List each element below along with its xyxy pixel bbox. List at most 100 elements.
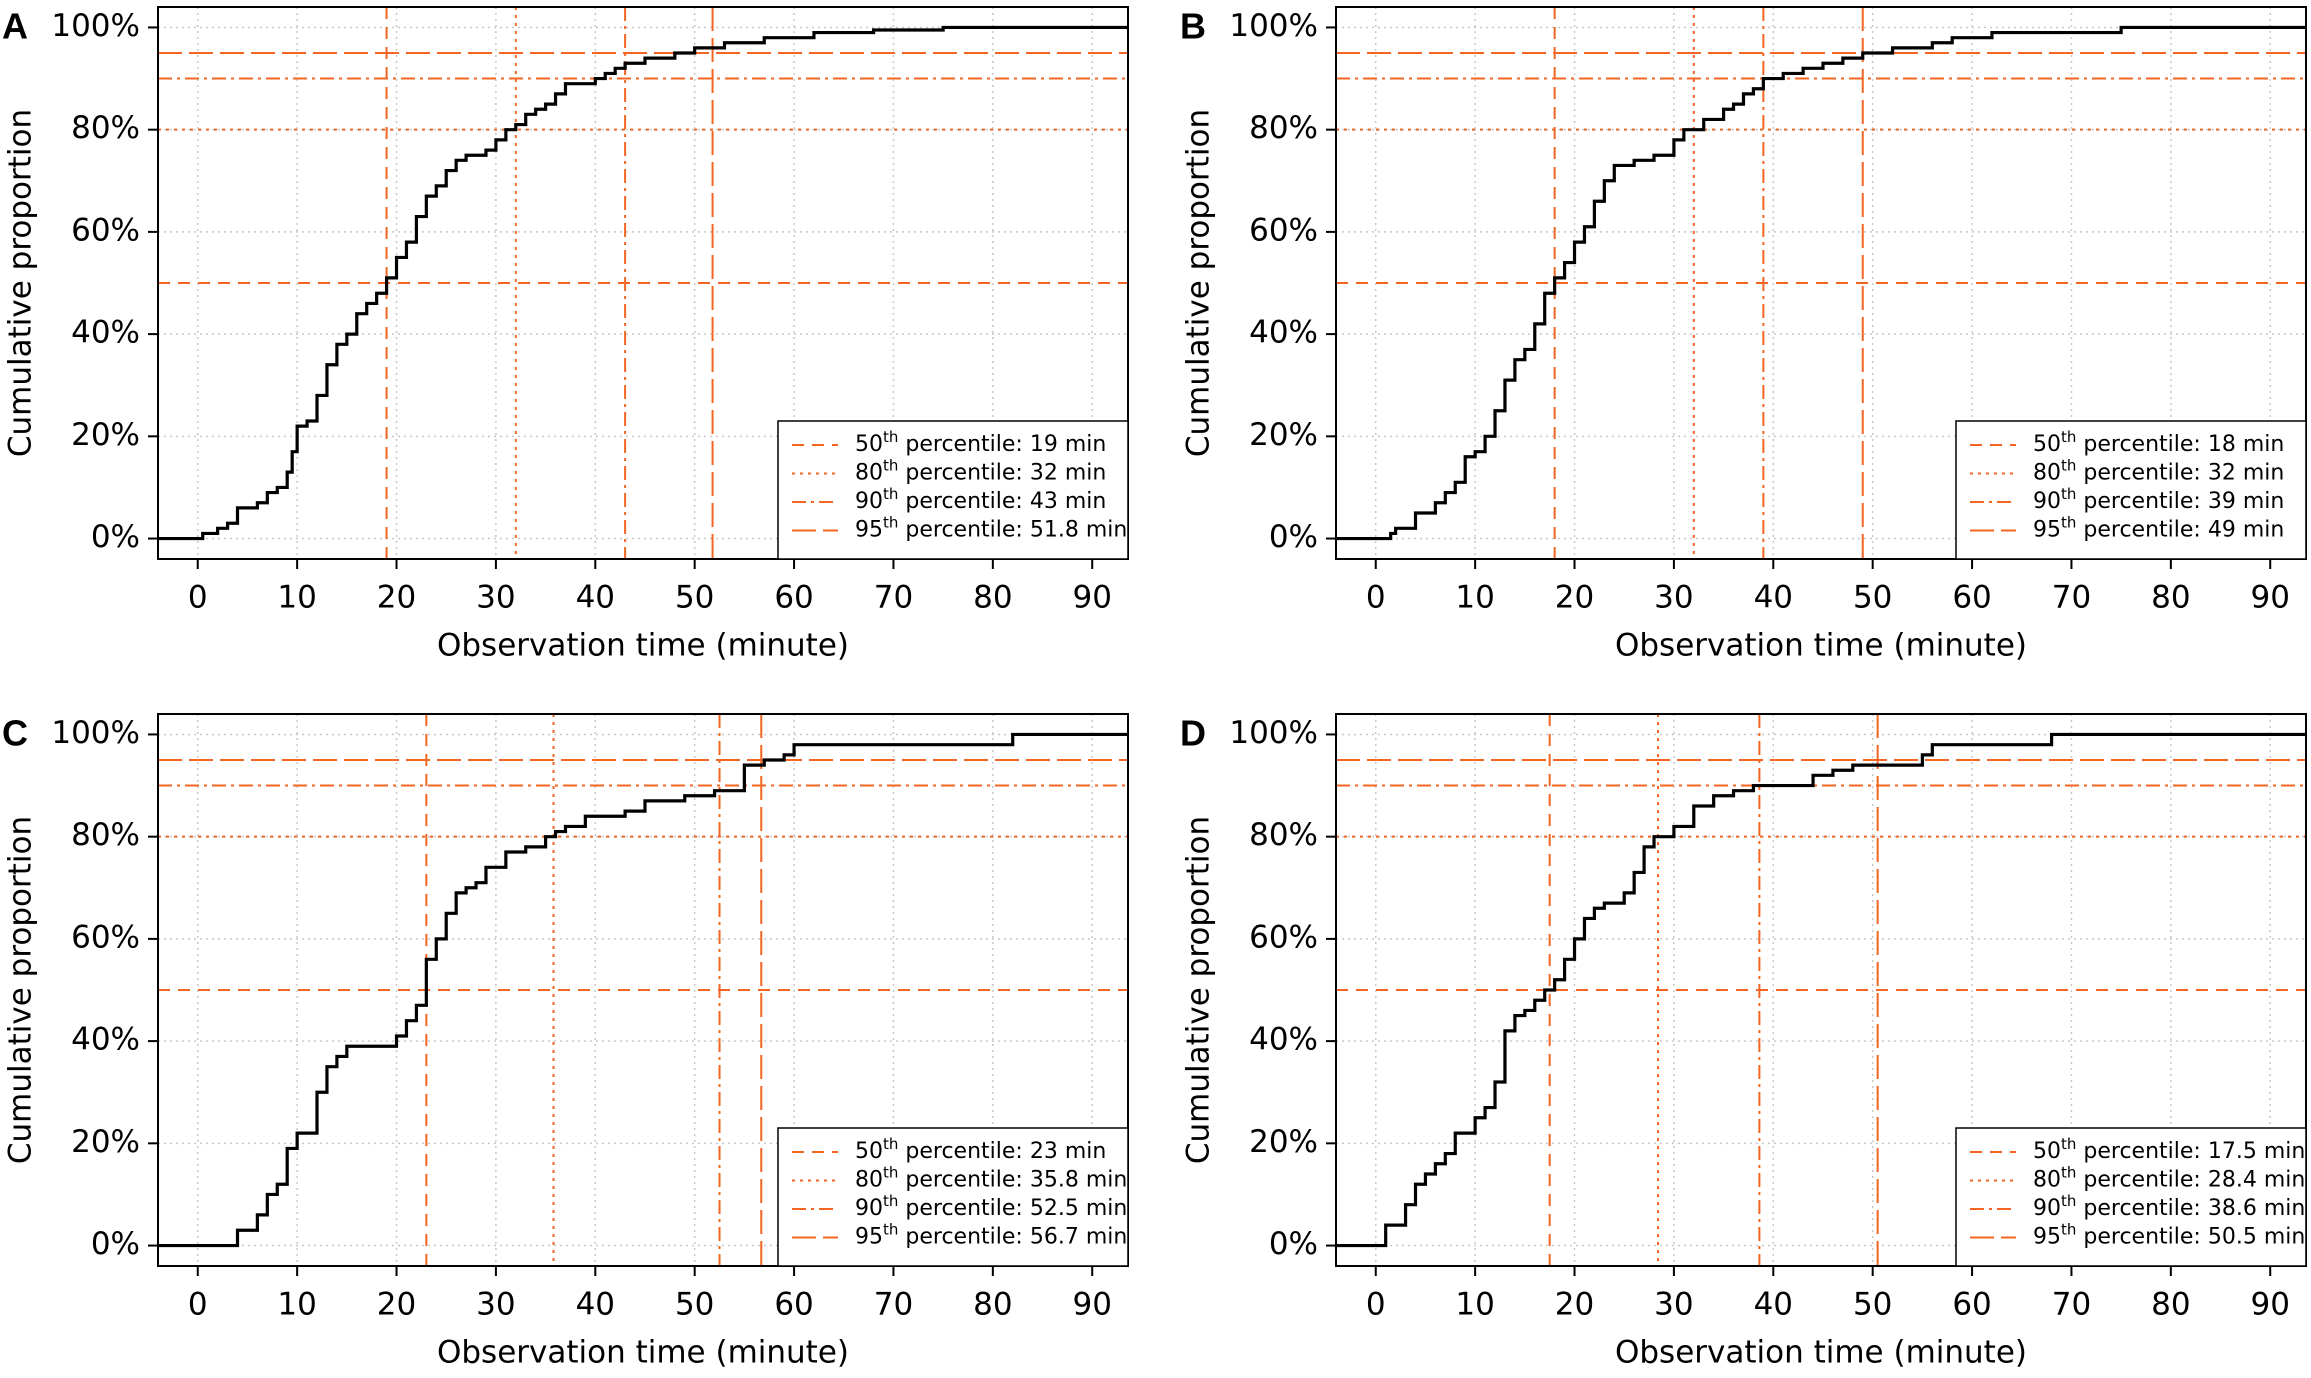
x-tick-label: 30 [476,580,515,616]
legend-unit: min [2243,461,2285,486]
legend-text: percentile: [2083,1196,2200,1221]
x-tick-label: 80 [2151,580,2190,616]
x-tick-label: 20 [377,1287,416,1323]
x-tick-label: 60 [1952,1287,1991,1323]
x-axis-label: Observation time (minute) [437,628,849,664]
legend-entry: 95th percentile: 49 min [2033,510,2284,543]
legend-entry: 90th percentile: 38.6 min [2033,1188,2305,1221]
y-tick-label: 20% [1249,417,1318,453]
x-tick-label: 10 [277,1287,316,1323]
x-tick-label: 40 [576,1287,615,1323]
legend-percentile: 80 [855,461,883,486]
legend-ordinal: th [2061,1135,2076,1153]
legend-percentile: 95 [2033,1225,2061,1250]
y-tick-label: 20% [71,1124,140,1160]
legend-text: percentile: [905,1196,1022,1221]
legend-time: 18 [2208,432,2236,457]
x-tick-label: 90 [2250,580,2289,616]
legend-entry: 90th percentile: 39 min [2033,481,2284,514]
legend-text: percentile: [2083,1168,2200,1193]
panel: 0 10 20 30 40 50 60 70 80 90 0% 20% 40% 60% 80% 100% Obs… [1180,6,2307,664]
x-tick-label: 60 [774,1287,813,1323]
x-tick-label: 90 [1072,580,1111,616]
legend-unit: min [2243,489,2285,514]
ecdf-line [158,732,1128,1248]
y-tick-label: 0% [91,1226,140,1262]
legend-entry: 50th percentile: 19 min [855,424,1106,457]
x-tick-label: 10 [1455,1287,1494,1323]
legend-ordinal: th [2061,513,2076,531]
y-tick-label: 0% [1269,1226,1318,1262]
legend-percentile: 50 [2033,432,2061,457]
legend-ordinal: th [883,428,898,446]
legend-entry: 50th percentile: 18 min [2033,424,2284,457]
legend-unit: min [2264,1225,2306,1250]
x-tick-label: 80 [973,580,1012,616]
x-tick-label: 0 [1366,1287,1386,1323]
x-tick-label: 90 [1072,1287,1111,1323]
y-tick-label: 80% [71,817,140,853]
ecdf-line [158,25,1128,541]
legend-time: 19 [1030,432,1058,457]
x-axis-label: Observation time (minute) [437,1335,849,1371]
y-tick-label: 60% [1249,212,1318,248]
legend-text: percentile: [2083,489,2200,514]
legend-percentile: 90 [2033,489,2061,514]
legend-unit: min [2264,1196,2306,1221]
x-tick-label: 70 [874,580,913,616]
legend-time: 35.8 [1030,1168,1079,1193]
legend-ordinal: th [2061,485,2076,503]
x-tick-label: 60 [774,580,813,616]
x-tick-label: 70 [2052,1287,2091,1323]
legend-time: 32 [2208,461,2236,486]
panel: 0 10 20 30 40 50 60 70 80 90 0% 20% 40% 60% 80% 100% Obs… [2,6,1129,664]
y-tick-label: 0% [91,519,140,555]
x-tick-label: 40 [1754,580,1793,616]
legend-percentile: 50 [2033,1139,2061,1164]
legend-time: 17.5 [2208,1139,2257,1164]
legend-time: 38.6 [2208,1196,2257,1221]
legend-unit: min [2243,518,2285,543]
legend-unit: min [2264,1168,2306,1193]
x-tick-label: 80 [973,1287,1012,1323]
legend-entry: 80th percentile: 28.4 min [2033,1160,2305,1193]
legend-ordinal: th [2061,456,2076,474]
legend-ordinal: th [2061,1192,2076,1210]
legend-time: 32 [1030,461,1058,486]
legend-text: percentile: [2083,1225,2200,1250]
legend-ordinal: th [883,513,898,531]
panel-label: B [1180,6,1206,47]
x-tick-label: 0 [188,1287,208,1323]
legend-time: 39 [2208,489,2236,514]
x-axis-label: Observation time (minute) [1615,1335,2027,1371]
legend-unit: min [2243,432,2285,457]
x-tick-label: 10 [277,580,316,616]
legend-text: percentile: [2083,518,2200,543]
legend-time: 52.5 [1030,1196,1079,1221]
legend-ordinal: th [883,485,898,503]
x-tick-label: 20 [1555,1287,1594,1323]
y-tick-label: 80% [1249,110,1318,146]
x-tick-label: 60 [1952,580,1991,616]
legend-text: percentile: [905,461,1022,486]
y-tick-label: 100% [1229,8,1318,44]
legend-percentile: 95 [855,1225,883,1250]
ecdf-line [1336,732,2306,1248]
y-tick-label: 40% [71,315,140,351]
y-tick-label: 80% [71,110,140,146]
legend-percentile: 80 [2033,461,2061,486]
x-tick-label: 70 [874,1287,913,1323]
x-tick-label: 70 [2052,580,2091,616]
plot-frame [157,6,1129,560]
x-tick-label: 40 [1754,1287,1793,1323]
y-tick-label: 0% [1269,519,1318,555]
legend-percentile: 50 [855,432,883,457]
legend-unit: min [1065,489,1107,514]
legend-entry: 90th percentile: 52.5 min [855,1188,1127,1221]
y-tick-label: 40% [71,1022,140,1058]
x-tick-label: 0 [1366,580,1386,616]
legend-ordinal: th [883,456,898,474]
x-tick-label: 80 [2151,1287,2190,1323]
legend-time: 56.7 [1030,1225,1079,1250]
